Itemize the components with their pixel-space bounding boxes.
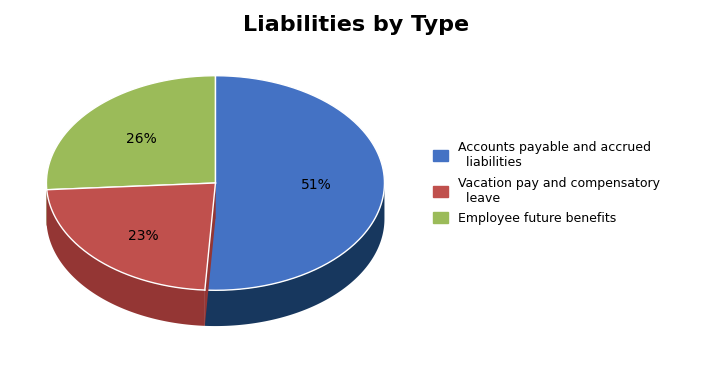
Legend: Accounts payable and accrued
  liabilities, Vacation pay and compensatory
  leav: Accounts payable and accrued liabilities… xyxy=(433,141,660,225)
Text: Liabilities by Type: Liabilities by Type xyxy=(243,15,469,35)
Polygon shape xyxy=(47,183,215,290)
Text: 26%: 26% xyxy=(126,132,157,146)
Polygon shape xyxy=(205,183,215,326)
Polygon shape xyxy=(47,183,215,225)
Polygon shape xyxy=(47,183,215,225)
Polygon shape xyxy=(205,183,384,326)
Polygon shape xyxy=(47,190,205,326)
Polygon shape xyxy=(205,183,215,326)
Polygon shape xyxy=(46,76,215,190)
Text: 23%: 23% xyxy=(129,229,159,243)
Polygon shape xyxy=(205,76,384,290)
Text: 51%: 51% xyxy=(301,178,332,192)
